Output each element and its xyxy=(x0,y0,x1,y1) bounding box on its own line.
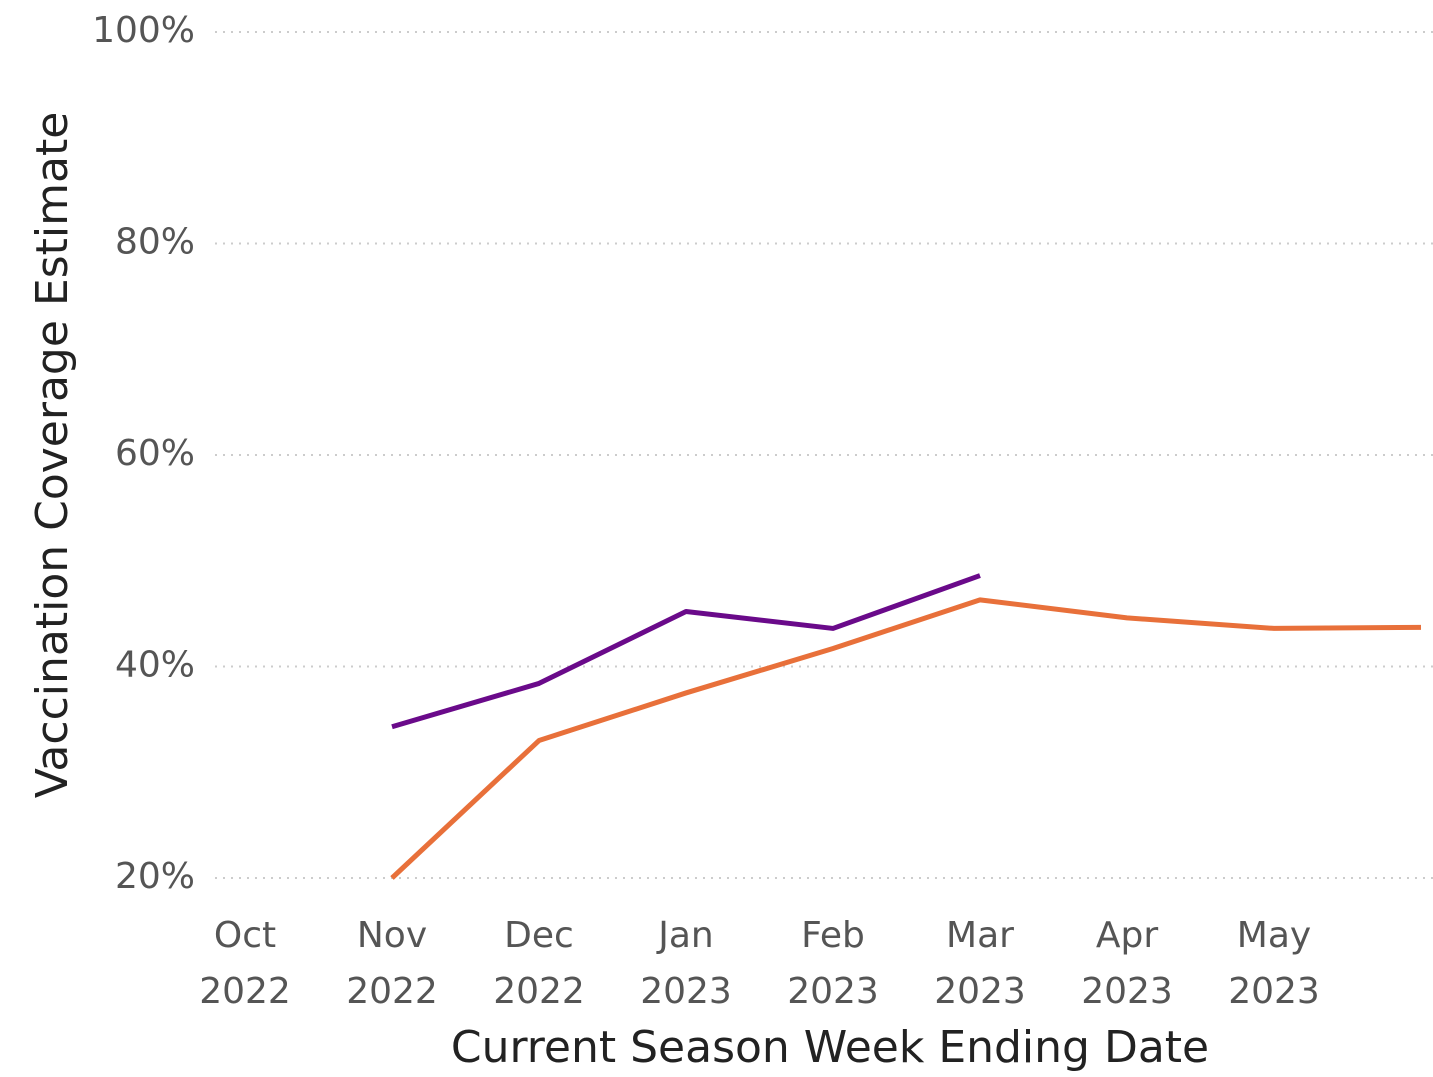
x-tick-label: Mar 2023 xyxy=(934,915,1026,1012)
x-axis-title: Current Season Week Ending Date xyxy=(451,1022,1209,1073)
y-tick-label: 100% xyxy=(92,10,195,51)
x-tick-label: Nov 2022 xyxy=(346,915,438,1012)
y-tick-label: 80% xyxy=(115,222,195,263)
y-axis-title: Vaccination Coverage Estimate xyxy=(27,112,78,799)
series-line xyxy=(391,573,981,730)
x-tick-label: Apr 2023 xyxy=(1081,915,1173,1012)
x-tick-label: Dec 2022 xyxy=(493,915,585,1012)
series-line xyxy=(390,597,1422,880)
x-tick-label: May 2023 xyxy=(1228,915,1320,1012)
y-tick-label: 60% xyxy=(115,433,195,474)
x-tick-label: Feb 2023 xyxy=(787,915,879,1012)
y-tick-label: 20% xyxy=(115,856,195,897)
x-tick-label: Jan 2023 xyxy=(640,915,732,1012)
x-tick-label: Oct 2022 xyxy=(199,915,291,1012)
y-tick-label: 40% xyxy=(115,645,195,686)
